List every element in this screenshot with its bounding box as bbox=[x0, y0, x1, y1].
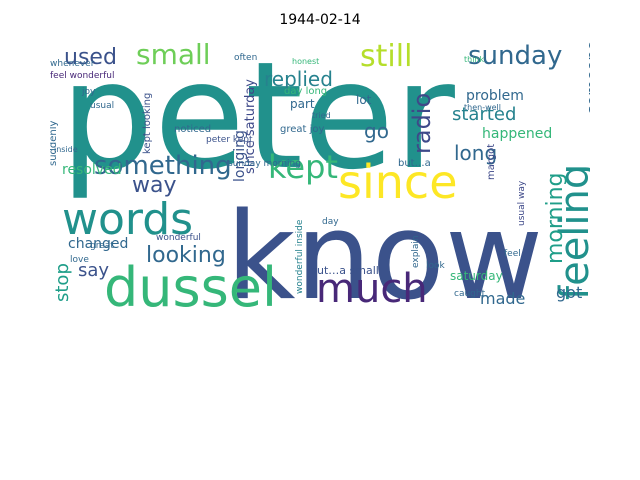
word-wonderful: wonderful bbox=[156, 233, 201, 243]
word-feeling: feeling bbox=[552, 164, 590, 300]
word-still: still bbox=[360, 39, 412, 74]
word-changed: changed bbox=[68, 236, 128, 252]
word-saturday: saturday bbox=[450, 269, 503, 283]
word-often: often bbox=[234, 53, 257, 63]
word-resolved: resolved bbox=[62, 162, 122, 178]
word-radio: radio bbox=[408, 93, 436, 154]
word-margot: margot bbox=[486, 144, 497, 180]
word-whenever: whenever bbox=[50, 59, 95, 69]
word-long: long bbox=[454, 141, 497, 165]
word-peter-kept: peter kept bbox=[206, 135, 253, 145]
word-go: go bbox=[364, 119, 389, 143]
word-explain: explain bbox=[411, 235, 421, 268]
word-stop: stop bbox=[52, 263, 73, 302]
word-feel-wonderful: feel wonderful bbox=[50, 71, 115, 81]
word-small: small bbox=[136, 38, 211, 71]
word-sunday: sunday bbox=[468, 41, 562, 71]
word-got: got bbox=[556, 283, 582, 302]
word-think: think bbox=[464, 55, 485, 64]
word-dussel: dussel bbox=[104, 256, 277, 314]
word-kept-looking: kept looking bbox=[142, 93, 153, 154]
word-morning: morning bbox=[543, 172, 568, 264]
word-feel: feel bbox=[504, 249, 521, 259]
word-day-long: day long bbox=[284, 86, 327, 97]
word-day: day bbox=[322, 217, 339, 227]
word-peter: peter bbox=[60, 34, 455, 202]
word-usual-way: usual way bbox=[517, 180, 527, 226]
word-tried: tried bbox=[312, 111, 331, 120]
word-something: something bbox=[94, 151, 232, 181]
word-way: way bbox=[132, 173, 177, 198]
word-longing: longing bbox=[232, 130, 248, 182]
word-look: look bbox=[426, 261, 446, 271]
word-noticed: noticed bbox=[174, 124, 211, 135]
word-usual: usual bbox=[90, 101, 114, 111]
word-wonderful-inside: wonderful inside bbox=[295, 219, 305, 294]
word-problem: problem bbox=[466, 88, 524, 104]
word-sunday-morning: sunday morning bbox=[228, 159, 301, 169]
word-much: much bbox=[316, 266, 428, 312]
word-but-a: but…a bbox=[398, 158, 431, 169]
chart-title: 1944-02-14 bbox=[279, 12, 361, 28]
word-replied: replied bbox=[264, 67, 333, 91]
word-part: part bbox=[290, 97, 315, 111]
word-suddenly: suddenly bbox=[50, 120, 59, 166]
word-but-a-small: but…a small bbox=[310, 264, 379, 277]
word-made: made bbox=[480, 289, 525, 308]
word-then-well: then‑well bbox=[464, 103, 501, 112]
word-used: used bbox=[64, 45, 117, 70]
word-since-saturday: since saturday bbox=[243, 79, 258, 174]
word-inside: inside bbox=[54, 145, 78, 154]
word-kept: kept bbox=[268, 148, 338, 186]
word-happened: happened bbox=[482, 126, 552, 142]
word-honest: honest bbox=[292, 57, 319, 66]
word-great-joy: great joy bbox=[280, 124, 325, 135]
word-caught: caught bbox=[454, 289, 486, 299]
word-great: great bbox=[90, 241, 114, 251]
word-someone: someone bbox=[583, 41, 590, 114]
word-started: started bbox=[452, 104, 516, 125]
word-words: words bbox=[62, 194, 193, 245]
word-since: since bbox=[338, 155, 458, 209]
word-lot: lot bbox=[356, 93, 372, 107]
word-love: love bbox=[70, 255, 89, 265]
word-say: say bbox=[78, 260, 109, 281]
word-joy: joy bbox=[81, 87, 96, 97]
word-looking: looking bbox=[146, 243, 226, 268]
word-know: know bbox=[226, 188, 543, 314]
